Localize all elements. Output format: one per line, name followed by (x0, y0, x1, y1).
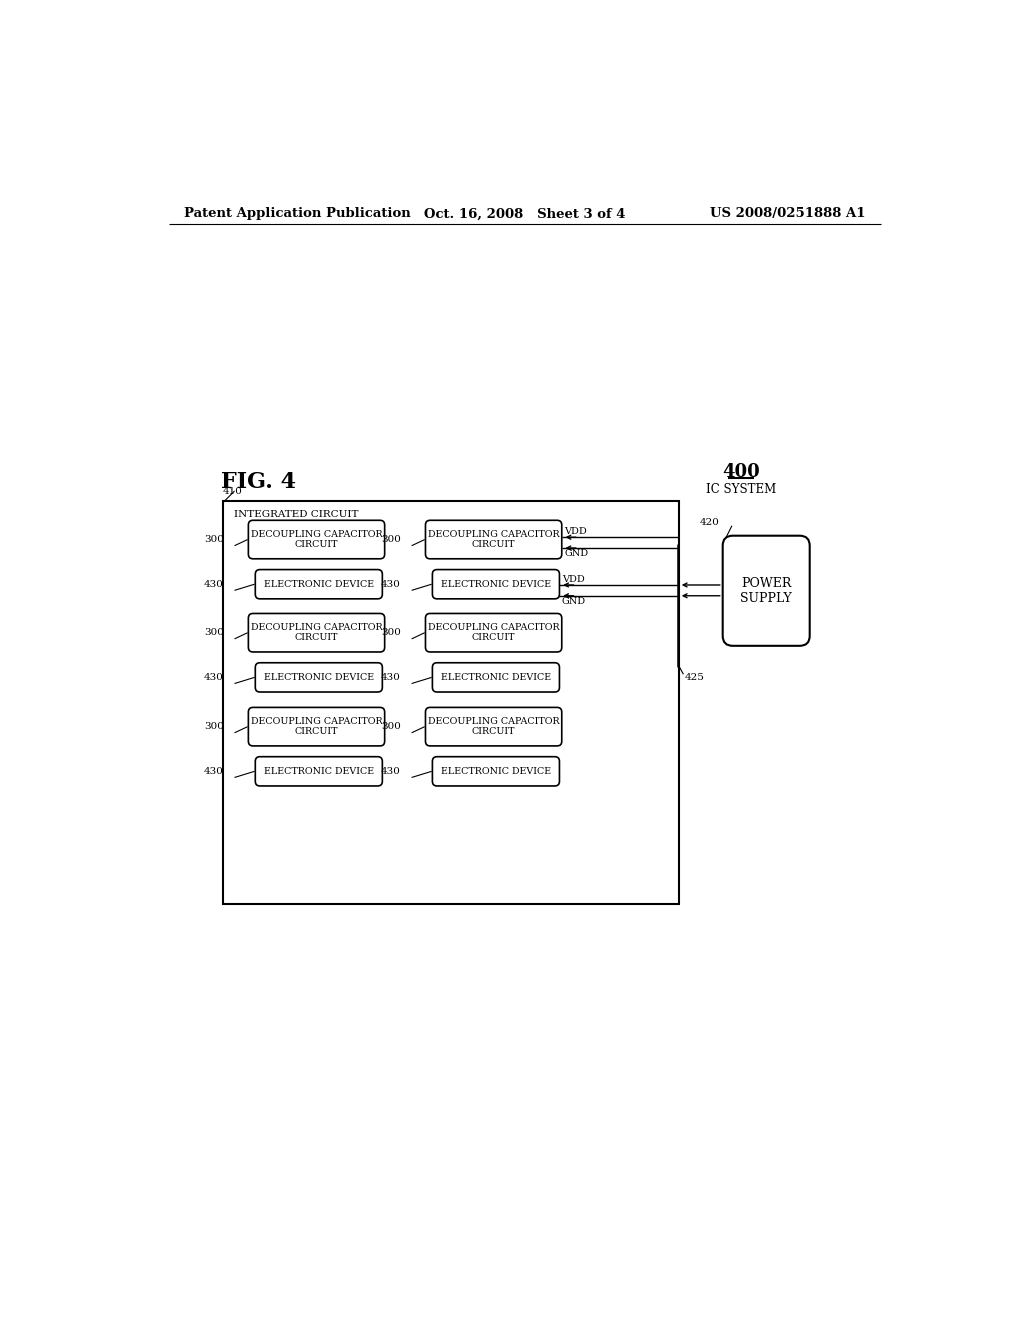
FancyBboxPatch shape (255, 756, 382, 785)
Text: 430: 430 (204, 673, 223, 682)
Text: POWER
SUPPLY: POWER SUPPLY (740, 577, 793, 605)
Text: Oct. 16, 2008   Sheet 3 of 4: Oct. 16, 2008 Sheet 3 of 4 (424, 207, 626, 220)
Text: ELECTRONIC DEVICE: ELECTRONIC DEVICE (441, 579, 551, 589)
Text: INTEGRATED CIRCUIT: INTEGRATED CIRCUIT (233, 511, 358, 519)
Text: 400: 400 (722, 463, 760, 480)
Text: IC SYSTEM: IC SYSTEM (706, 483, 776, 496)
FancyBboxPatch shape (425, 708, 562, 746)
Text: ELECTRONIC DEVICE: ELECTRONIC DEVICE (441, 767, 551, 776)
Text: 410: 410 (223, 487, 243, 496)
Text: US 2008/0251888 A1: US 2008/0251888 A1 (710, 207, 865, 220)
Text: 300: 300 (381, 722, 400, 731)
FancyBboxPatch shape (249, 614, 385, 652)
Text: DECOUPLING CAPACITOR
CIRCUIT: DECOUPLING CAPACITOR CIRCUIT (428, 529, 559, 549)
Text: 430: 430 (381, 767, 400, 776)
Text: VDD: VDD (564, 528, 587, 536)
Text: 300: 300 (204, 535, 223, 544)
FancyBboxPatch shape (255, 570, 382, 599)
Text: FIG. 4: FIG. 4 (221, 471, 296, 492)
Bar (223, 502, 679, 904)
Text: 430: 430 (381, 673, 400, 682)
FancyBboxPatch shape (723, 536, 810, 645)
FancyBboxPatch shape (432, 756, 559, 785)
Text: DECOUPLING CAPACITOR
CIRCUIT: DECOUPLING CAPACITOR CIRCUIT (251, 529, 382, 549)
Text: DECOUPLING CAPACITOR
CIRCUIT: DECOUPLING CAPACITOR CIRCUIT (428, 623, 559, 643)
FancyBboxPatch shape (432, 570, 559, 599)
Text: 300: 300 (204, 628, 223, 638)
Text: 300: 300 (381, 628, 400, 638)
Text: GND: GND (562, 597, 586, 606)
Text: 300: 300 (381, 535, 400, 544)
FancyBboxPatch shape (249, 520, 385, 558)
Text: 430: 430 (204, 579, 223, 589)
Text: DECOUPLING CAPACITOR
CIRCUIT: DECOUPLING CAPACITOR CIRCUIT (251, 717, 382, 737)
FancyBboxPatch shape (249, 708, 385, 746)
Text: ELECTRONIC DEVICE: ELECTRONIC DEVICE (264, 673, 374, 682)
Text: DECOUPLING CAPACITOR
CIRCUIT: DECOUPLING CAPACITOR CIRCUIT (428, 717, 559, 737)
Text: VDD: VDD (562, 576, 585, 585)
Text: ELECTRONIC DEVICE: ELECTRONIC DEVICE (264, 767, 374, 776)
Text: 425: 425 (685, 673, 705, 682)
Text: 300: 300 (204, 722, 223, 731)
Text: DECOUPLING CAPACITOR
CIRCUIT: DECOUPLING CAPACITOR CIRCUIT (251, 623, 382, 643)
Text: 430: 430 (204, 767, 223, 776)
Text: ELECTRONIC DEVICE: ELECTRONIC DEVICE (441, 673, 551, 682)
FancyBboxPatch shape (425, 614, 562, 652)
Text: 420: 420 (699, 519, 720, 527)
Text: GND: GND (564, 549, 588, 558)
FancyBboxPatch shape (255, 663, 382, 692)
Text: Patent Application Publication: Patent Application Publication (184, 207, 412, 220)
FancyBboxPatch shape (425, 520, 562, 558)
Text: 430: 430 (381, 579, 400, 589)
FancyBboxPatch shape (432, 663, 559, 692)
Text: ELECTRONIC DEVICE: ELECTRONIC DEVICE (264, 579, 374, 589)
